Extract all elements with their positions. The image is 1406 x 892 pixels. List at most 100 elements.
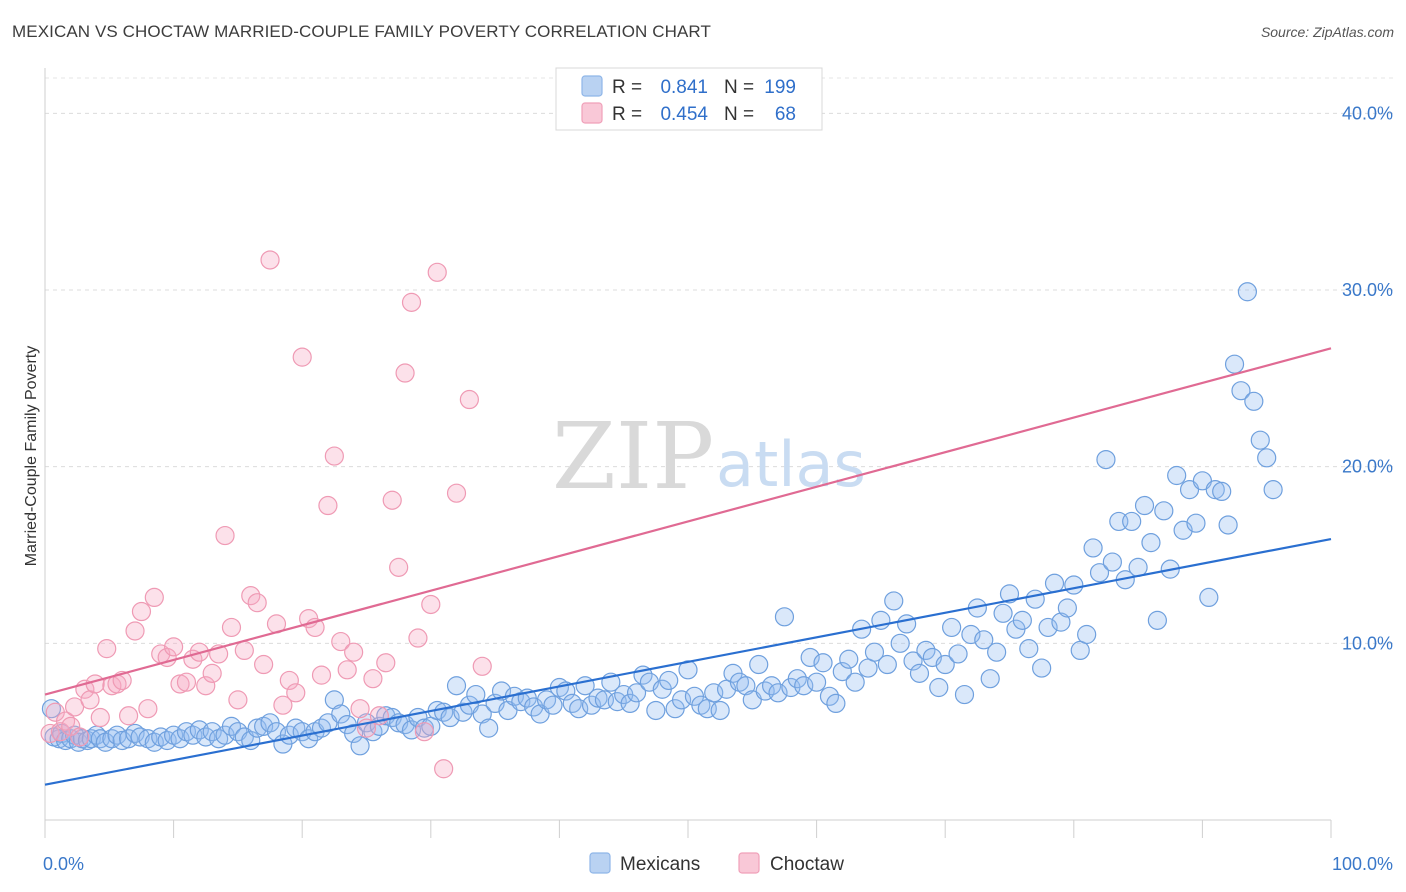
point-choctaw: [363, 669, 383, 689]
y-tick-label: 20.0%: [1342, 457, 1393, 477]
point-choctaw: [472, 656, 492, 676]
legend-n-value-mexicans: 199: [764, 77, 796, 98]
point-mexicans: [736, 676, 756, 696]
point-mexicans: [1237, 282, 1258, 302]
point-choctaw: [337, 660, 357, 680]
legend-r-label: R =: [612, 77, 642, 98]
point-mexicans: [877, 654, 897, 675]
point-choctaw: [138, 699, 158, 719]
point-mexicans: [1199, 587, 1219, 608]
point-choctaw: [221, 617, 242, 638]
point-choctaw: [286, 683, 306, 703]
point-mexicans: [942, 617, 962, 638]
point-choctaw: [344, 642, 364, 662]
point-choctaw: [215, 525, 235, 546]
point-mexicans: [1263, 480, 1283, 500]
point-mexicans: [1147, 610, 1167, 630]
point-mexicans: [813, 653, 833, 673]
point-choctaw: [144, 587, 164, 608]
point-mexicans: [993, 603, 1013, 623]
point-mexicans: [999, 584, 1020, 604]
point-choctaw: [389, 557, 409, 577]
point-mexicans: [1038, 617, 1058, 638]
point-mexicans: [710, 700, 730, 721]
point-choctaw: [311, 665, 332, 685]
point-choctaw: [254, 654, 274, 675]
point-choctaw: [401, 292, 422, 312]
trend-line-choctaw: [44, 347, 1332, 696]
point-mexicans: [1141, 533, 1161, 553]
point-mexicans: [774, 607, 795, 627]
point-mexicans: [1051, 612, 1071, 632]
point-mexicans: [543, 695, 563, 715]
point-mexicans: [247, 718, 267, 738]
point-mexicans: [1154, 501, 1174, 521]
point-choctaw: [196, 676, 216, 696]
point-choctaw: [70, 727, 90, 747]
point-mexicans: [1212, 481, 1232, 501]
correlation-legend: R = 0.841 N = 199 R = 0.454 N = 68: [555, 67, 823, 131]
watermark-zip: ZIP: [552, 403, 714, 510]
point-mexicans: [620, 693, 640, 714]
y-tick-label: 40.0%: [1342, 103, 1393, 123]
point-mexicans: [1102, 552, 1122, 572]
point-choctaw: [376, 653, 396, 673]
point-mexicans: [350, 736, 370, 756]
bottom-legend-choctaw: Choctaw: [770, 854, 844, 875]
point-choctaw: [50, 722, 71, 742]
point-mexicans: [832, 661, 852, 682]
point-mexicans: [1057, 598, 1077, 618]
point-mexicans: [1019, 639, 1039, 659]
watermark-atlas: atlas: [716, 428, 866, 501]
legend-swatch-choctaw: [581, 102, 603, 124]
point-mexicans: [1089, 563, 1110, 583]
point-choctaw: [408, 628, 428, 648]
point-mexicans: [1257, 448, 1277, 468]
point-choctaw: [273, 695, 293, 715]
point-choctaw: [434, 759, 454, 779]
point-mexicans: [588, 688, 608, 708]
bottom-legend-swatch-mexicans: [589, 852, 611, 874]
point-choctaw: [234, 640, 254, 661]
point-mexicans: [800, 647, 820, 668]
point-mexicans: [562, 693, 582, 714]
point-choctaw: [446, 483, 467, 503]
point-choctaw: [90, 707, 110, 728]
point-choctaw: [324, 446, 344, 466]
series-choctaw: [40, 250, 492, 779]
point-mexicans: [1064, 575, 1084, 595]
point-mexicans: [974, 630, 994, 650]
point-choctaw: [421, 594, 441, 615]
point-choctaw: [85, 674, 105, 694]
watermark: ZIP atlas: [552, 403, 866, 510]
point-mexicans: [344, 723, 364, 744]
point-mexicans: [749, 654, 769, 675]
point-mexicans: [839, 649, 859, 669]
point-choctaw: [260, 250, 280, 270]
y-tick-label: 10.0%: [1342, 633, 1393, 653]
point-mexicans: [954, 684, 975, 705]
chart-title: MEXICAN VS CHOCTAW MARRIED-COUPLE FAMILY…: [12, 22, 711, 41]
point-mexicans: [1231, 381, 1251, 401]
legend-r-value-mexicans: 0.841: [660, 77, 708, 98]
point-choctaw: [414, 722, 434, 742]
point-choctaw: [80, 690, 100, 710]
point-mexicans: [1205, 480, 1225, 500]
point-mexicans: [1025, 589, 1045, 609]
point-mexicans: [1167, 465, 1187, 486]
series-legend: Mexicans Choctaw: [589, 852, 844, 875]
point-choctaw: [350, 699, 370, 719]
point-mexicans: [980, 669, 1000, 689]
point-mexicans: [536, 690, 557, 710]
point-mexicans: [324, 690, 344, 710]
point-mexicans: [1224, 354, 1245, 374]
point-mexicans: [961, 624, 981, 645]
point-choctaw: [55, 711, 76, 731]
point-mexicans: [858, 658, 878, 678]
point-choctaw: [318, 495, 338, 516]
point-mexicans: [987, 642, 1007, 662]
legend-r-value-choctaw: 0.454: [660, 104, 708, 125]
grid-lines: [45, 77, 1395, 644]
point-mexicans: [221, 716, 242, 736]
